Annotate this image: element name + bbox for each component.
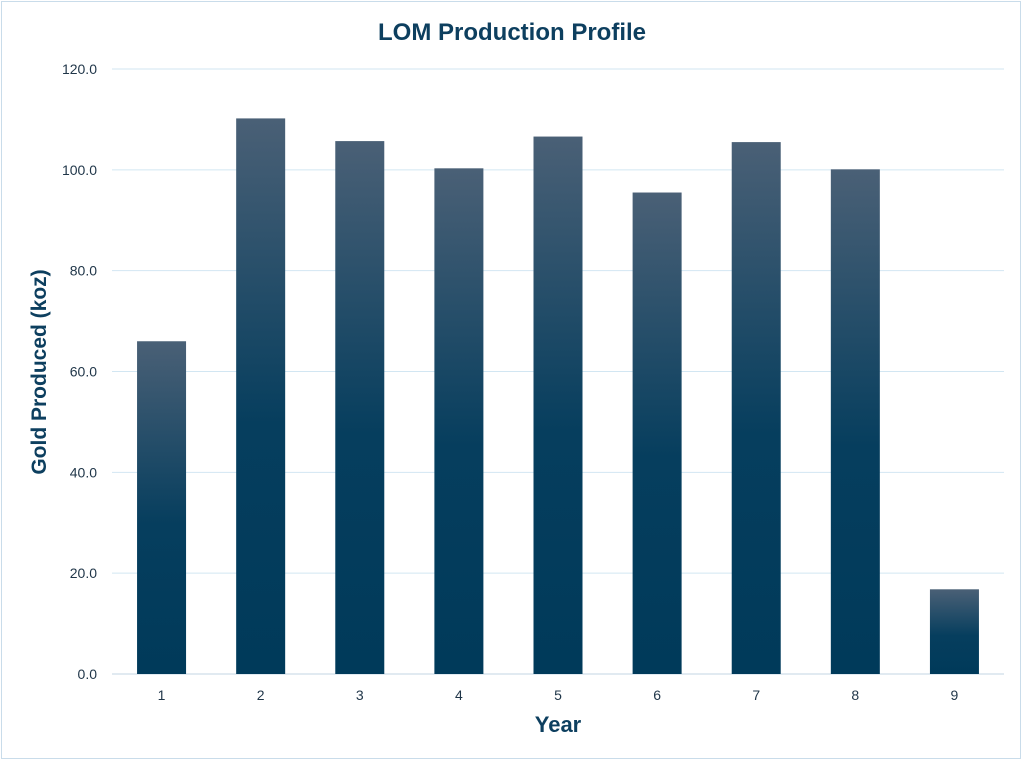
bar-year-9 xyxy=(929,589,979,674)
bar-year-6 xyxy=(632,192,682,675)
x-tick-label: 2 xyxy=(257,687,265,703)
x-tick-label: 1 xyxy=(158,687,166,703)
chart-title: LOM Production Profile xyxy=(378,19,646,46)
x-axis-ticks: 1 2 3 4 5 6 7 8 9 xyxy=(158,687,959,703)
y-axis-label: Gold Produced (koz) xyxy=(28,269,51,474)
bars xyxy=(137,118,979,675)
y-tick-label: 0.0 xyxy=(78,666,98,682)
x-tick-label: 9 xyxy=(951,687,959,703)
x-tick-label: 3 xyxy=(356,687,364,703)
x-tick-label: 7 xyxy=(752,687,760,703)
y-tick-label: 120.0 xyxy=(62,61,97,77)
y-tick-label: 80.0 xyxy=(70,263,97,279)
bar-year-5 xyxy=(533,136,583,674)
x-tick-label: 6 xyxy=(653,687,661,703)
bar-year-4 xyxy=(434,168,484,674)
y-axis-ticks: 0.0 20.0 40.0 60.0 80.0 100.0 120.0 xyxy=(62,61,97,682)
y-tick-label: 100.0 xyxy=(62,162,97,178)
y-tick-label: 60.0 xyxy=(70,364,97,380)
bar-year-1 xyxy=(137,341,187,674)
x-tick-label: 4 xyxy=(455,687,463,703)
bar-year-8 xyxy=(830,169,880,674)
y-tick-label: 20.0 xyxy=(70,565,97,581)
x-tick-label: 8 xyxy=(851,687,859,703)
bar-year-3 xyxy=(335,141,385,675)
x-axis-label: Year xyxy=(535,712,582,737)
y-tick-label: 40.0 xyxy=(70,464,97,480)
x-tick-label: 5 xyxy=(554,687,562,703)
bar-year-2 xyxy=(236,118,286,675)
bar-year-7 xyxy=(731,142,781,674)
